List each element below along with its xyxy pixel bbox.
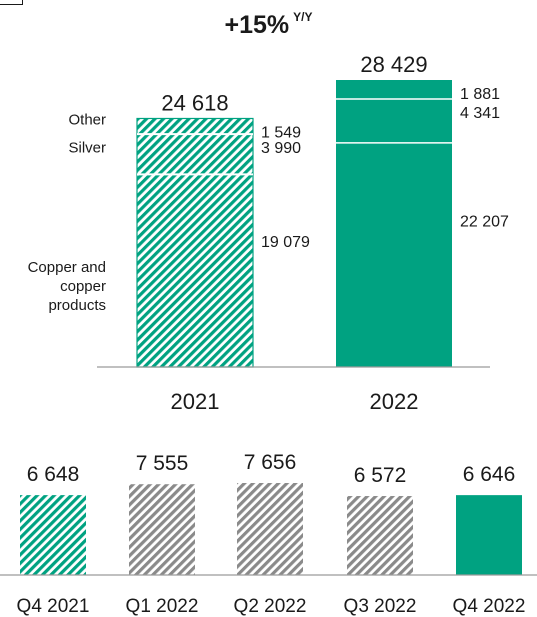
quarter-value-label-q2-2022: 7 656 bbox=[244, 451, 297, 474]
growth-headline: +15% Y/Y bbox=[0, 10, 537, 40]
category-label-2022: 2022 bbox=[370, 389, 419, 414]
series-label-silver-line-1: Silver bbox=[68, 139, 106, 156]
growth-value: +15% bbox=[224, 11, 290, 39]
series-label-copper-and-copper-products-line-3: products bbox=[48, 297, 106, 314]
quarter-bar-q4-2021 bbox=[20, 495, 86, 575]
quarter-category-label-q4-2022: Q4 2022 bbox=[453, 596, 526, 617]
quarterly-bar-chart: 6 648 Q4 2021 7 555 Q1 2022 7 656 Q2 2022 6 57… bbox=[0, 451, 537, 617]
category-label-2021: 2021 bbox=[171, 389, 220, 414]
quarter-bar-q1-2022 bbox=[129, 484, 195, 575]
quarter-category-label-q4-2021: Q4 2021 bbox=[17, 596, 90, 617]
total-label-2021: 24 618 bbox=[161, 90, 228, 115]
quarter-value-label-q4-2022: 6 646 bbox=[463, 463, 516, 486]
quarter-category-label-q3-2022: Q3 2022 bbox=[344, 596, 417, 617]
bar-2021 bbox=[136, 117, 254, 368]
series-label-other-line-1: Other bbox=[68, 111, 106, 128]
bar-2022 bbox=[336, 80, 452, 367]
total-label-2022: 28 429 bbox=[360, 52, 427, 77]
value-label-silver-2022: 4 341 bbox=[460, 105, 500, 122]
growth-suffix: Y/Y bbox=[293, 10, 313, 24]
quarter-category-label-q2-2022: Q2 2022 bbox=[234, 596, 307, 617]
series-label-copper-and-copper-products-line-2: copper bbox=[60, 278, 106, 295]
value-label-copper-and-copper-products-2021: 19 079 bbox=[261, 234, 310, 251]
quarter-value-label-q1-2022: 7 555 bbox=[136, 452, 189, 475]
quarter-value-label-q3-2022: 6 572 bbox=[354, 464, 407, 487]
value-label-copper-and-copper-products-2022: 22 207 bbox=[460, 213, 509, 230]
series-label-copper-and-copper-products-line-1: Copper and bbox=[28, 259, 106, 276]
quarter-category-label-q1-2022: Q1 2022 bbox=[126, 596, 199, 617]
value-label-other-2021: 1 549 bbox=[261, 124, 301, 141]
quarter-bar-q2-2022 bbox=[237, 483, 303, 575]
quarter-bar-q4-2022 bbox=[456, 495, 522, 575]
value-label-silver-2021: 3 990 bbox=[261, 140, 301, 157]
corner-bracket bbox=[0, 0, 23, 5]
quarter-bar-q3-2022 bbox=[347, 496, 413, 575]
value-label-other-2022: 1 881 bbox=[460, 86, 500, 103]
quarter-value-label-q4-2021: 6 648 bbox=[27, 463, 80, 486]
